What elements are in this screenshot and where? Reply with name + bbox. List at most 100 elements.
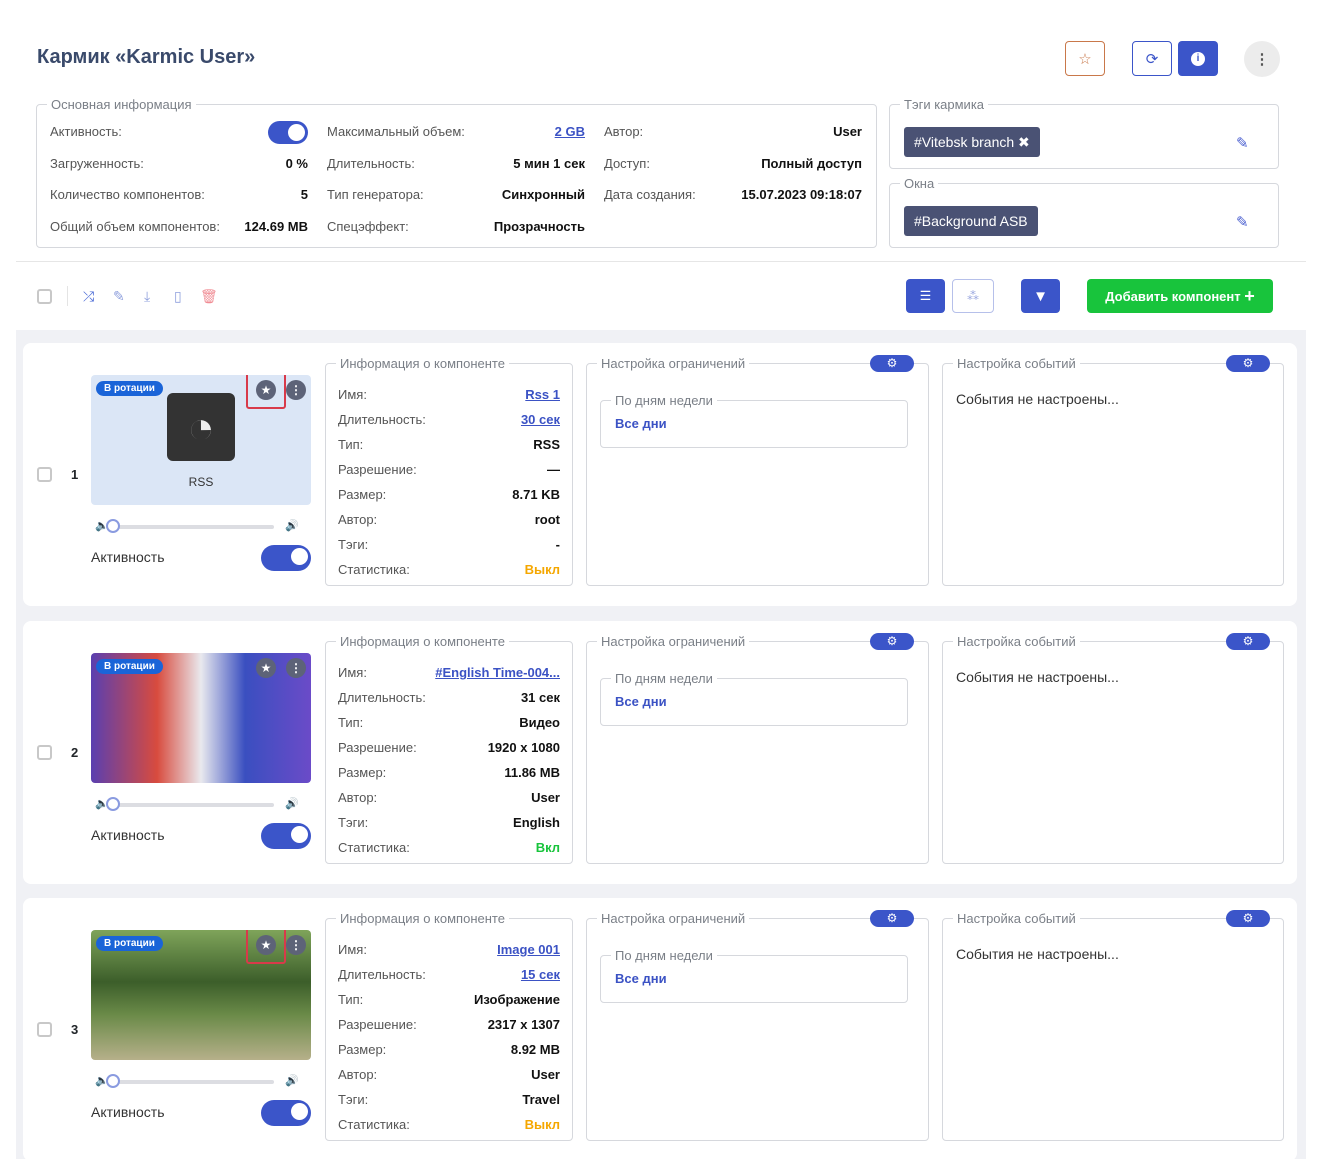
field-label: Тип генератора: <box>327 187 424 202</box>
volume-slider[interactable] <box>106 797 274 811</box>
edit-icon[interactable]: ✎ <box>113 288 125 304</box>
field-value: 2317 x 1307 <box>487 1017 560 1032</box>
field-label: Спецэффект: <box>327 218 409 234</box>
more-vertical-icon[interactable]: ⋮ <box>286 658 306 678</box>
page-title: Кармик «Karmic User» <box>37 46 256 68</box>
component-checkbox[interactable] <box>37 467 52 482</box>
weekdays-panel: По дням недели Все дни <box>600 948 908 1003</box>
list-view-button[interactable]: ☰ <box>906 279 945 313</box>
component-info-row: Тэги: Travel <box>338 1092 560 1107</box>
volume-knob[interactable] <box>106 1074 120 1088</box>
panel-legend: По дням недели <box>615 393 713 408</box>
field-value[interactable]: Rss 1 <box>525 387 560 402</box>
events-settings-icon[interactable]: ⚙ <box>1226 633 1270 650</box>
field-label: Загруженность: <box>50 155 144 171</box>
weekdays-value[interactable]: Все дни <box>615 971 667 986</box>
basic-info-legend: Основная информация <box>51 97 192 112</box>
restrictions-settings-icon[interactable]: ⚙ <box>870 633 914 650</box>
shuffle-icon[interactable]: ⤮ <box>83 288 95 304</box>
basic-info-panel: Основная информация Активность: Загруженн… <box>36 97 877 248</box>
component-info-row: Статистика: Выкл <box>338 1117 560 1132</box>
tree-view-button[interactable]: ⁂ <box>952 279 994 313</box>
activity-toggle[interactable] <box>268 121 308 144</box>
field-label: Тэги: <box>338 815 369 830</box>
edit-tags-icon[interactable]: ✎ <box>1236 135 1249 152</box>
activity-toggle[interactable] <box>261 1100 311 1126</box>
field-value: Выкл <box>524 1117 560 1132</box>
component-thumbnail[interactable]: ◔ RSS В ротации ★ ⋮ <box>91 375 311 505</box>
component-number: 3 <box>71 1022 79 1037</box>
component-thumbnail[interactable]: В ротации ★ ⋮ <box>91 653 311 783</box>
panel-legend: Информация о компоненте <box>340 356 505 371</box>
windows-legend: Окна <box>904 176 935 191</box>
activity-label: Активность <box>91 1104 165 1120</box>
star-icon[interactable]: ★ <box>256 380 276 400</box>
field-value[interactable]: 2 GB <box>554 124 585 139</box>
component-checkbox[interactable] <box>37 745 52 760</box>
add-component-button[interactable]: Добавить компонент + <box>1087 279 1273 313</box>
field-label: Разрешение: <box>338 1017 417 1032</box>
divider <box>67 286 68 306</box>
favorite-button[interactable]: ☆ <box>1065 41 1105 76</box>
component-info-panel: Информация о компоненте Имя: #English Time… <box>325 634 573 864</box>
remove-tag-icon[interactable]: ✖ <box>1018 134 1030 150</box>
tag-chip[interactable]: #Vitebsk branch ✖ <box>904 127 1040 157</box>
volume-slider[interactable] <box>106 519 274 533</box>
field-label: Активность: <box>50 124 122 139</box>
field-value[interactable]: Image 001 <box>497 942 560 957</box>
weekdays-panel: По дням недели Все дни <box>600 671 908 726</box>
star-icon[interactable]: ★ <box>256 658 276 678</box>
more-vertical-icon[interactable]: ⋮ <box>286 935 306 955</box>
volume-knob[interactable] <box>106 797 120 811</box>
component-info-row: Автор: User <box>338 1067 560 1082</box>
window-chip[interactable]: #Background ASB <box>904 206 1038 236</box>
info-button[interactable]: i <box>1178 41 1218 76</box>
component-card: 1 ◔ RSS В ротации ★ ⋮ 🔈 🔊 Активность Инфо… <box>23 343 1297 606</box>
activity-toggle[interactable] <box>261 823 311 849</box>
component-card: 2 В ротации ★ ⋮ 🔈 🔊 Активность Информаци… <box>23 621 1297 884</box>
more-vertical-icon[interactable]: ⋮ <box>286 380 306 400</box>
component-thumbnail[interactable]: В ротации ★ ⋮ <box>91 930 311 1060</box>
field-value[interactable]: #English Time-004... <box>435 665 560 680</box>
field-label: Длительность: <box>338 967 426 982</box>
volume-knob[interactable] <box>106 519 120 533</box>
restrictions-settings-icon[interactable]: ⚙ <box>870 910 914 927</box>
field-label: Тэги: <box>338 537 369 552</box>
volume-high-icon: 🔊 <box>285 520 299 532</box>
star-icon[interactable]: ★ <box>256 935 276 955</box>
list-view-icon: ☰ <box>919 288 932 303</box>
field-label: Разрешение: <box>338 740 417 755</box>
divider <box>16 261 1306 262</box>
field-value: Изображение <box>474 992 560 1007</box>
events-settings-icon[interactable]: ⚙ <box>1226 355 1270 372</box>
more-button[interactable]: ⋮ <box>1244 41 1280 77</box>
weekdays-value[interactable]: Все дни <box>615 694 667 709</box>
panel-legend: Настройка ограничений <box>601 356 746 371</box>
field-label: Дата создания: <box>604 187 696 202</box>
download-icon[interactable]: ⤓ <box>144 288 151 304</box>
component-info-row: Автор: root <box>338 512 560 527</box>
edit-windows-icon[interactable]: ✎ <box>1236 214 1249 231</box>
trash-icon[interactable]: 🗑 <box>200 288 218 304</box>
component-info-row: Длительность: 31 сек <box>338 690 560 705</box>
field-value[interactable]: 15 сек <box>520 967 560 982</box>
events-settings-icon[interactable]: ⚙ <box>1226 910 1270 927</box>
restrictions-panel: Настройка ограничений По дням недели Все … <box>586 634 929 864</box>
activity-toggle[interactable] <box>261 545 311 571</box>
component-checkbox[interactable] <box>37 1022 52 1037</box>
refresh-button[interactable]: ⟳ <box>1132 41 1172 76</box>
filter-button[interactable]: ▼ <box>1021 279 1060 313</box>
field-value: 5 <box>300 187 308 202</box>
basic-info-row: Спецэффект: Прозрачность <box>327 219 585 234</box>
field-label: Тип: <box>338 437 364 452</box>
file-icon[interactable]: ▯ <box>174 288 182 304</box>
events-value: События не настроены... <box>956 946 1119 962</box>
volume-slider[interactable] <box>106 1074 274 1088</box>
weekdays-value[interactable]: Все дни <box>615 416 667 431</box>
highlight-box <box>246 375 286 409</box>
field-value[interactable]: 30 сек <box>520 412 560 427</box>
restrictions-settings-icon[interactable]: ⚙ <box>870 355 914 372</box>
component-info-row: Имя: Image 001 <box>338 942 560 957</box>
component-info-row: Размер: 8.71 KB <box>338 487 560 502</box>
select-all-checkbox[interactable] <box>37 289 52 304</box>
